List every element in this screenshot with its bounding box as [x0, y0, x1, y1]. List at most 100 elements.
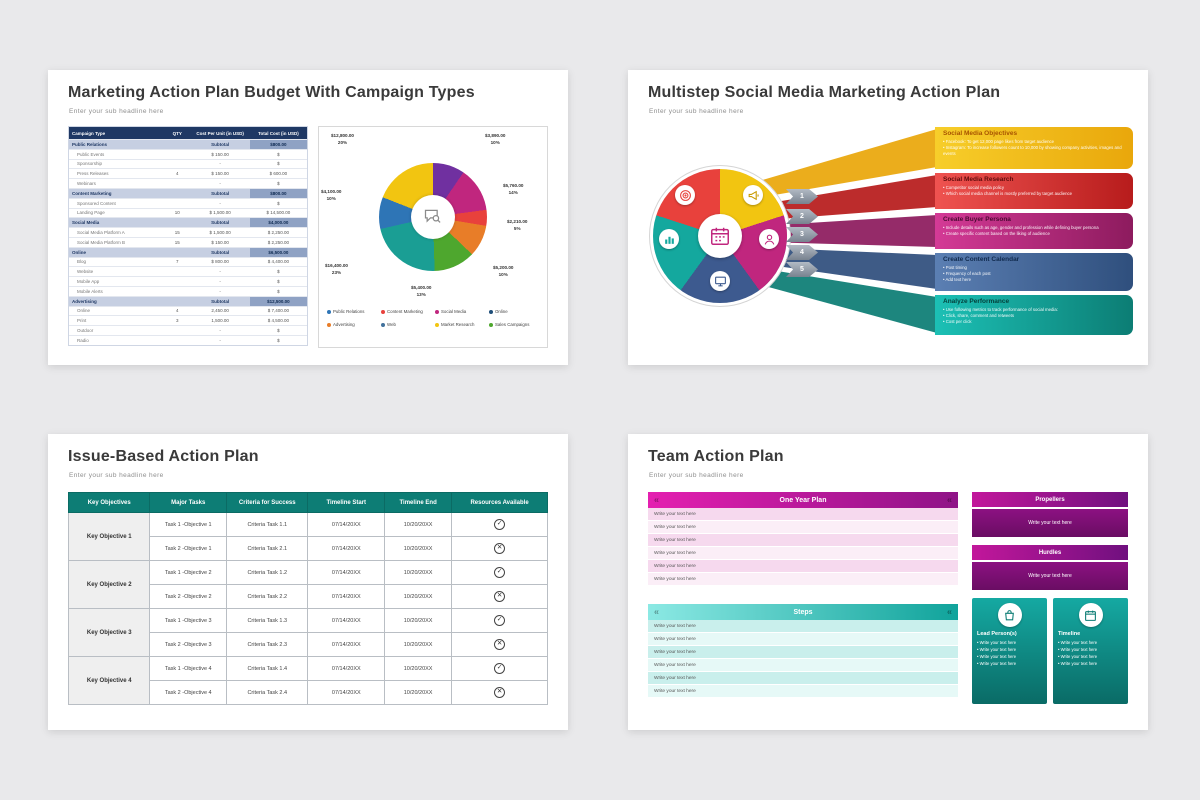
start-cell: 07/14/20XX [307, 632, 386, 657]
monitor-icon [710, 271, 730, 291]
table-row: Press Releases 4 $ 150.00 $ 600.00 [69, 168, 307, 179]
criteria-cell: Criteria Task 2.3 [226, 632, 309, 657]
slide-thumbnail-issue[interactable]: Issue-Based Action Plan Enter your sub h… [48, 434, 568, 730]
qty-cell: 15 [174, 239, 180, 245]
user-icon [759, 229, 779, 249]
campaign-type-cell: Sponsorship [77, 161, 103, 167]
data-label-value: $5,760.00 [503, 183, 524, 188]
end-cell: 10/20/20XX [384, 632, 453, 657]
table-row: Public Relations Subtotal $800.00 [69, 139, 307, 149]
total-cell: $ [277, 151, 280, 157]
cost-cell: Subtotal [211, 190, 230, 196]
step-card: Create Content Calendar • Post timing • … [935, 253, 1133, 291]
table-row: Social Media Platform B 15 $ 150.00 $ 2,… [69, 236, 307, 247]
team-plan-right: Propellers Write your text here Hurdles … [972, 492, 1128, 704]
cost-cell: Subtotal [211, 141, 230, 147]
multistep-wheel [653, 169, 787, 303]
cost-cell: 2,450.00 [211, 308, 229, 314]
criteria-cell: Criteria Task 1.4 [226, 656, 309, 681]
calendar-icon [711, 227, 729, 245]
data-label-value: $16,400.00 [325, 263, 348, 268]
table-row: Key Objective 1 Task 1 -Objective 1 Crit… [67, 512, 548, 561]
text-placeholder-row: Write your text here [648, 547, 958, 560]
legend-dot [435, 322, 439, 327]
legend-item: Online [489, 309, 541, 314]
text-placeholder-row: Write your text here [648, 560, 958, 573]
table-row: Webinars - $ [69, 178, 307, 188]
step-card: Social Media Research • Competitor socia… [935, 173, 1133, 209]
step-card: Create Buyer Persona • Include details s… [935, 213, 1133, 249]
step-card-heading: Create Content Calendar [943, 256, 1020, 263]
resources-cell: ✓ [451, 512, 548, 537]
budget-table-header: Campaign Type QTY Cost Per Unit (in USD)… [69, 127, 307, 139]
table-row: Task 2 -Objective 2 Criteria Task 2.2 07… [69, 584, 548, 609]
table-row: Online 4 2,450.00 $ 7,400.00 [69, 305, 307, 316]
step-numbers: 1 2 3 4 5 [786, 189, 818, 284]
campaign-type-cell: Public Relations [72, 141, 108, 147]
cost-cell: - [219, 181, 221, 187]
propellers-heading: Propellers [972, 492, 1128, 507]
text-placeholder-row: Write your text here [648, 573, 958, 586]
total-cell: $800.00 [249, 140, 307, 149]
task-cell: Task 1 -Objective 1 [149, 512, 228, 537]
slide-thumbnail-team[interactable]: Team Action Plan Enter your sub headline… [628, 434, 1148, 730]
resources-cell: ✕ [451, 680, 548, 705]
start-cell: 07/14/20XX [307, 560, 386, 585]
step-card: Analyze Performance • Use following metr… [935, 295, 1133, 335]
campaign-type-cell: Webinars [77, 181, 96, 187]
table-row: Mobile Alerts - $ [69, 285, 307, 296]
team-bottom-cards: Lead Person(s) • Write your text here • … [972, 598, 1128, 704]
table-row: Key Objective 3 Task 1 -Objective 3 Crit… [67, 608, 548, 657]
legend-dot [327, 322, 331, 327]
lead-person-card: Lead Person(s) • Write your text here • … [972, 598, 1047, 704]
table-row: Radio - $ [69, 334, 307, 345]
legend-item: Social Media [435, 309, 487, 314]
text-placeholder-row: Write your text here [648, 620, 958, 633]
col-header: Resources Available [451, 492, 548, 513]
data-label-value: $3,890.00 [485, 133, 506, 138]
table-row: Social Media Platform A 15 $ 1,500.00 $ … [69, 227, 307, 237]
cost-cell: 1,500.00 [211, 318, 229, 324]
step-card-heading: Social Media Objectives [943, 130, 1018, 137]
end-cell: 10/20/20XX [384, 584, 453, 609]
lead-person-bullets: • Write your text here • Write your text… [977, 640, 1017, 667]
data-label-value: $5,200.00 [493, 265, 514, 270]
cost-cell: - [219, 161, 221, 167]
text-placeholder-row: Write your text here [648, 534, 958, 547]
slide-subtitle: Enter your sub headline here [649, 472, 744, 479]
col-header: Criteria for Success [226, 492, 309, 513]
slide-thumbnail-multistep[interactable]: Multistep Social Media Marketing Action … [628, 70, 1148, 365]
end-cell: 10/20/20XX [384, 536, 453, 561]
campaign-type-cell: Online [72, 249, 87, 255]
table-row: Advertising Subtotal $12,500.00 [69, 295, 307, 306]
text-placeholder-row: Write your text here [648, 659, 958, 672]
total-cell: $ 4,500.00 [267, 318, 290, 324]
data-label-pct: 23% [331, 269, 342, 275]
megaphone-icon [743, 185, 763, 205]
start-cell: 07/14/20XX [307, 512, 386, 537]
task-cell: Task 2 -Objective 4 [149, 680, 228, 705]
banner-label: Steps [793, 608, 813, 616]
bar-chart-icon [659, 229, 679, 249]
campaign-type-cell: Outdoor [77, 328, 94, 334]
qty-cell: 15 [174, 230, 180, 236]
legend-dot [489, 322, 493, 327]
cost-cell: $ 150.00 [211, 239, 229, 245]
budget-donut [379, 163, 487, 271]
wheel-center [698, 214, 742, 258]
slide-thumbnail-budget[interactable]: Marketing Action Plan Budget With Campai… [48, 70, 568, 365]
objective-cell: Key Objective 4 [67, 656, 151, 705]
col-header: Key Objectives [67, 492, 151, 513]
step-card-bullets: • Post timing • Frequency of each post •… [943, 264, 991, 282]
objective-cell: Key Objective 3 [67, 608, 151, 657]
chart-legend: Public Relations Content Marketing Socia… [327, 309, 541, 327]
campaign-type-cell: Print [77, 318, 87, 324]
total-cell: $ [277, 288, 280, 294]
legend-item: Web [381, 322, 433, 327]
text-placeholder-row: Write your text here [648, 646, 958, 659]
total-cell: $12,500.00 [249, 296, 307, 306]
legend-item: Market Research [435, 322, 487, 327]
one-year-rows: Write your text here Write your text here… [648, 508, 958, 586]
resources-cell: ✓ [451, 656, 548, 681]
data-label: $5,760.00 14% [503, 183, 523, 196]
